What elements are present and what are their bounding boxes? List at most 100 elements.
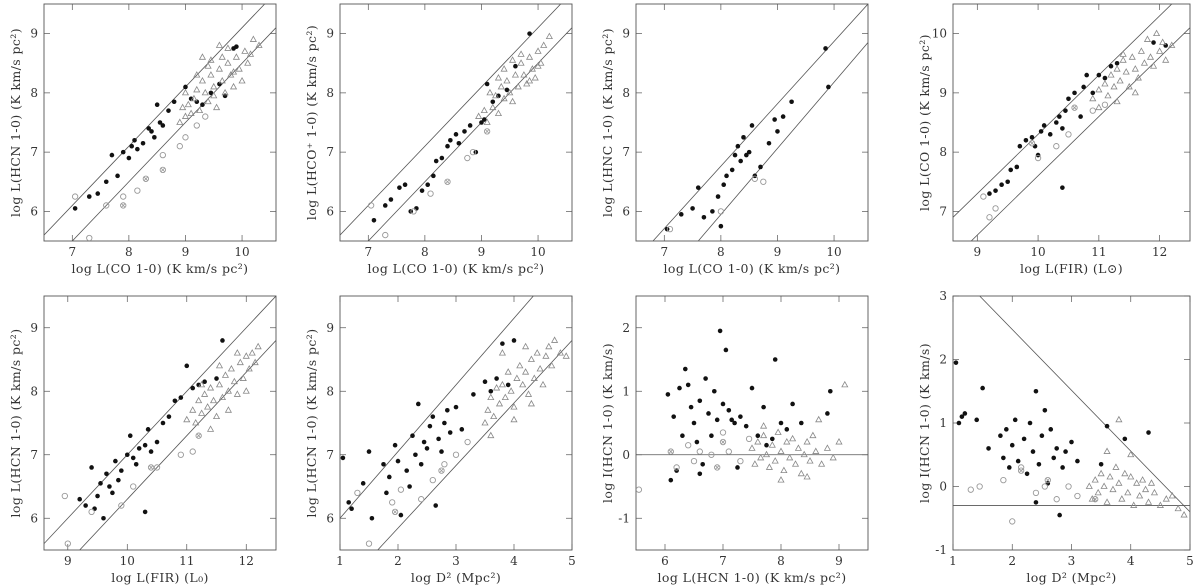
y-tick-label: 6 <box>622 204 630 218</box>
data-point-triangle <box>551 336 559 343</box>
data-point-filled <box>439 155 445 161</box>
data-point-filled <box>1009 442 1015 448</box>
data-point-filled <box>764 442 769 448</box>
data-point-filled <box>1151 40 1156 45</box>
data-point-triangle <box>765 463 773 470</box>
y-tick-label: 8 <box>939 145 947 159</box>
data-point-triangle <box>233 349 241 356</box>
data-point-triangle <box>1152 29 1161 37</box>
data-point-triangle <box>504 368 512 375</box>
data-point-triangle <box>1107 71 1115 78</box>
data-point-triangle <box>201 390 209 397</box>
data-point-triangle <box>181 88 190 96</box>
data-point-filled <box>1015 458 1021 464</box>
data-point-filled <box>712 388 717 394</box>
data-point-filled <box>433 503 439 508</box>
data-point-filled <box>462 129 467 134</box>
data-point-triangle <box>1141 485 1150 493</box>
data-point-triangle <box>239 374 247 381</box>
data-point-filled <box>116 477 121 483</box>
data-point-triangle <box>497 82 505 90</box>
y-axis-label: log I(HCN 1-0) (K km/s) <box>600 343 615 503</box>
y-tick-label: 1 <box>622 384 630 398</box>
data-point-filled <box>732 152 738 158</box>
data-point-triangle <box>1104 91 1112 99</box>
panel-p7: 6 7 8 9 -1 0 1 2 log L(HCN 1-0) (K km/s pc²) log … <box>600 295 869 585</box>
data-point-open <box>717 208 725 215</box>
data-point-filled <box>986 446 991 451</box>
data-point-open <box>120 193 127 200</box>
x-axis-label: log D² (Mpc²) <box>1026 570 1116 585</box>
data-point-triangle <box>1156 501 1164 508</box>
data-point-filled <box>196 382 201 388</box>
data-point-cross <box>438 467 445 474</box>
reference-line <box>697 42 868 241</box>
data-point-triangle <box>510 415 518 423</box>
data-point-filled <box>1014 164 1020 170</box>
data-point-filled <box>1081 84 1086 90</box>
data-point-filled <box>172 398 178 404</box>
reference-line <box>652 4 868 241</box>
data-point-filled <box>685 382 691 388</box>
data-point-triangle <box>1115 415 1123 423</box>
data-point-triangle <box>537 59 545 66</box>
data-point-triangle <box>179 103 187 111</box>
data-point-open <box>103 202 110 209</box>
data-point-filled <box>1098 461 1104 467</box>
data-point-filled <box>743 423 749 429</box>
data-point-triangle <box>176 118 184 125</box>
data-point-triangle <box>1156 47 1164 54</box>
data-point-filled <box>1048 427 1054 432</box>
data-point-open <box>725 448 732 455</box>
y-tick-label: 6 <box>30 204 38 218</box>
data-point-triangle <box>224 387 232 394</box>
data-point-triangle <box>528 65 536 72</box>
data-point-triangle <box>1115 479 1123 486</box>
data-point-triangle <box>215 65 223 72</box>
x-tick-label: 7 <box>68 245 76 259</box>
y-axis-label: log L(HCN 1-0) (K km/s pc²) <box>8 28 23 217</box>
data-point-filled <box>160 123 166 128</box>
data-point-filled <box>166 108 171 113</box>
data-point-open <box>176 143 183 150</box>
data-point-filled <box>1038 129 1044 134</box>
reference-line <box>71 27 276 241</box>
data-point-triangle <box>534 47 542 54</box>
data-point-open <box>751 175 758 182</box>
panel-p8: 1 2 3 4 5 -1 0 1 2 3 log D² (Mpc²) log I(HCN 1-0) (… <box>917 289 1194 585</box>
data-point-filled <box>135 146 140 152</box>
x-tick-label: 9 <box>774 245 782 259</box>
data-point-triangle <box>533 349 541 356</box>
data-point-filled <box>1029 135 1035 140</box>
y-axis-label: log L(HNC 1-0) (K km/s pc²) <box>600 28 615 217</box>
data-point-filled <box>1057 512 1062 518</box>
data-point-filled <box>1006 465 1012 470</box>
data-point-open <box>469 148 477 156</box>
reference-line <box>979 296 1190 513</box>
data-point-triangle <box>193 71 201 78</box>
data-point-triangle <box>1121 469 1129 477</box>
data-point-triangle <box>1091 476 1099 483</box>
x-tick-label: 8 <box>717 245 725 259</box>
data-point-triangle <box>483 118 491 125</box>
plot-frame <box>635 295 869 551</box>
x-tick-label: 5 <box>1186 554 1194 568</box>
data-point-filled <box>758 164 763 170</box>
data-point-filled <box>392 442 398 448</box>
data-point-triangle <box>213 103 221 111</box>
data-point-filled <box>157 120 163 125</box>
data-point-filled <box>200 102 205 108</box>
data-point-triangle <box>481 418 489 426</box>
data-point-triangle <box>514 82 522 90</box>
data-point-triangle <box>760 422 768 429</box>
data-point-filled <box>220 338 225 343</box>
data-point-open <box>737 457 744 465</box>
data-point-triangle <box>501 393 509 401</box>
data-point-filled <box>511 338 517 343</box>
y-tick-label: 7 <box>30 448 38 462</box>
data-point-filled <box>148 449 154 454</box>
data-point-open <box>980 193 987 200</box>
data-point-filled <box>703 376 708 381</box>
data-point-triangle <box>1088 495 1096 502</box>
data-point-triangle <box>201 88 209 96</box>
